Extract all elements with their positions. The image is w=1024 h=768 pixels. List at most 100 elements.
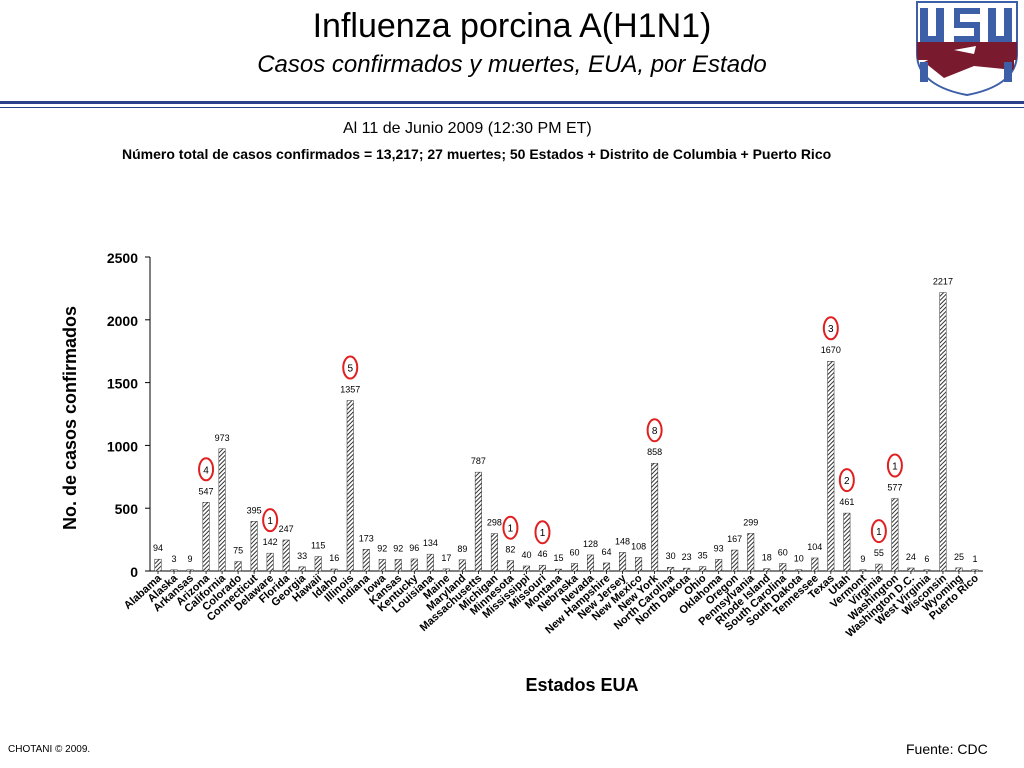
death-count-label: 3	[828, 324, 834, 335]
bar	[795, 569, 803, 572]
bar	[587, 554, 595, 572]
bar	[234, 561, 242, 572]
bar-value-label: 40	[521, 550, 531, 560]
death-marker: 1	[502, 515, 519, 540]
bar-value-label: 104	[807, 542, 822, 552]
bar-value-label: 142	[263, 537, 278, 547]
chart-x-tick-labels: AlabamaAlaskaArkansasArizonaCaliforniaCo…	[122, 571, 981, 640]
death-circle	[886, 453, 903, 478]
bar-value-label: 395	[247, 505, 262, 515]
bar	[731, 549, 739, 572]
bar	[442, 568, 450, 572]
bar	[763, 568, 771, 572]
bar	[362, 549, 370, 572]
bar	[330, 568, 338, 572]
bar	[554, 568, 562, 572]
bar	[298, 566, 306, 572]
bar	[939, 292, 947, 572]
bar	[154, 558, 162, 572]
y-tick-label: 1000	[107, 438, 138, 454]
bar	[426, 553, 434, 572]
bar	[282, 539, 290, 572]
chart-bars	[154, 292, 979, 572]
death-count-label: 4	[203, 465, 209, 476]
summary-line: Número total de casos confirmados = 13,2…	[122, 146, 832, 162]
death-circle	[502, 515, 519, 540]
death-circle	[534, 520, 551, 545]
y-axis-title: No. de casos confirmados	[60, 306, 80, 530]
death-count-label: 1	[876, 527, 882, 538]
bar-value-label: 17	[441, 553, 451, 563]
bar-value-label: 25	[954, 552, 964, 562]
bar	[923, 569, 931, 572]
death-circle	[838, 468, 855, 493]
bar-value-label: 55	[874, 548, 884, 558]
bar	[170, 569, 178, 572]
y-tick-label: 2500	[107, 250, 138, 266]
bar-value-label: 2217	[933, 277, 953, 287]
bar	[571, 563, 579, 572]
bar-value-label: 858	[647, 447, 662, 457]
bar-value-label: 94	[153, 543, 163, 553]
bar-value-label: 60	[570, 547, 580, 557]
bar	[314, 556, 322, 572]
bar	[747, 533, 755, 572]
copyright-footer: CHOTANI © 2009.	[8, 744, 91, 755]
bar	[490, 533, 498, 572]
death-circle	[198, 457, 215, 482]
usu-logo	[914, 0, 1020, 101]
bar-value-label: 973	[215, 433, 230, 443]
bar	[250, 521, 258, 572]
source-footer: Fuente: CDC	[906, 741, 988, 757]
bar	[715, 559, 723, 572]
bar-value-label: 23	[682, 552, 692, 562]
bar-value-label: 35	[698, 551, 708, 561]
death-marker: 8	[646, 418, 663, 443]
bar	[827, 360, 835, 572]
bar-value-label: 30	[666, 551, 676, 561]
bar	[811, 557, 819, 572]
bar-value-label: 547	[199, 486, 214, 496]
bar-value-label: 18	[762, 553, 772, 563]
bar-value-label: 148	[615, 536, 630, 546]
bar-value-label: 787	[471, 456, 486, 466]
bar	[506, 560, 514, 572]
bar	[458, 559, 466, 572]
bar-value-label: 134	[423, 538, 438, 548]
bar	[538, 564, 546, 572]
y-tick-label: 2000	[107, 313, 138, 329]
date-line: Al 11 de Junio 2009 (12:30 PM ET)	[343, 120, 592, 137]
death-marker: 1	[262, 508, 279, 533]
bar	[891, 498, 899, 572]
bar-value-label: 299	[743, 517, 758, 527]
bar-value-label: 16	[329, 553, 339, 563]
death-count-label: 2	[844, 476, 850, 487]
bar	[635, 557, 643, 572]
bar	[667, 566, 675, 572]
bar	[394, 559, 402, 572]
bar-value-label: 1357	[340, 385, 360, 395]
bar-value-label: 6	[924, 554, 929, 564]
bar	[474, 471, 482, 572]
bar-value-label: 173	[359, 533, 374, 543]
bar-value-label: 92	[377, 543, 387, 553]
slide-title: Influenza porcina A(H1N1)	[312, 7, 712, 45]
bar-value-label: 167	[727, 534, 742, 544]
death-marker: 1	[534, 520, 551, 545]
x-axis-title: Estados EUA	[525, 675, 638, 695]
bar-value-label: 9	[860, 554, 865, 564]
bar	[202, 502, 210, 572]
bar	[859, 569, 867, 572]
bar-value-label: 128	[583, 539, 598, 549]
death-count-label: 1	[892, 462, 898, 473]
bar	[843, 512, 851, 572]
bar-value-label: 92	[393, 543, 403, 553]
death-count-label: 5	[347, 364, 353, 375]
bar	[186, 569, 194, 572]
bar	[955, 567, 963, 572]
death-marker: 2	[838, 468, 855, 493]
bar	[218, 448, 226, 572]
bar-value-label: 298	[487, 518, 502, 528]
bar	[875, 563, 883, 572]
